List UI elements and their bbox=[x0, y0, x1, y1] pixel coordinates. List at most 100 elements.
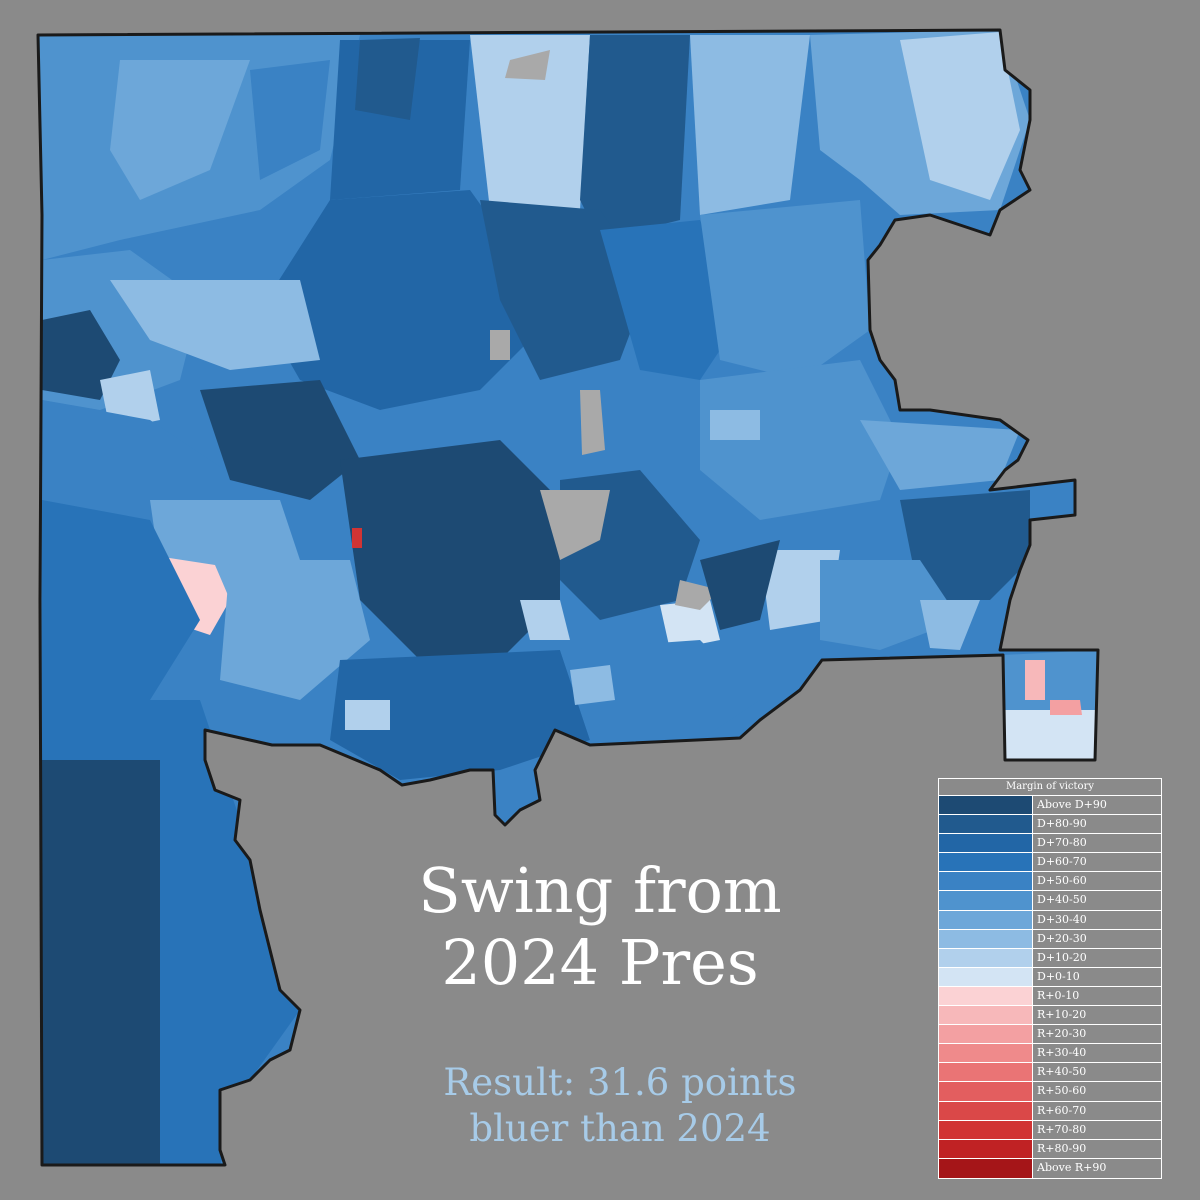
legend-swatch bbox=[939, 1006, 1033, 1025]
legend-swatch bbox=[939, 1120, 1033, 1139]
legend-item: D+30-40 bbox=[939, 910, 1161, 930]
legend-swatch bbox=[939, 1101, 1033, 1120]
legend-swatch bbox=[939, 967, 1033, 986]
precinct bbox=[110, 280, 320, 370]
map-title: Swing from 2024 Pres bbox=[300, 855, 900, 999]
legend-label: R+30-40 bbox=[1037, 1046, 1087, 1060]
legend-item: Above D+90 bbox=[939, 796, 1161, 816]
legend-label: R+10-20 bbox=[1037, 1008, 1087, 1022]
subtitle-line-1: Result: 31.6 points bbox=[443, 1061, 797, 1104]
legend-swatch bbox=[939, 796, 1033, 815]
legend-label: R+20-30 bbox=[1037, 1027, 1087, 1041]
legend-label: R+70-80 bbox=[1037, 1122, 1087, 1136]
precinct bbox=[690, 35, 810, 215]
legend-label: R+60-70 bbox=[1037, 1103, 1087, 1117]
legend-label: R+50-60 bbox=[1037, 1084, 1087, 1098]
legend-swatch bbox=[939, 1044, 1033, 1063]
legend-label: Above D+90 bbox=[1037, 798, 1107, 811]
legend-label: D+60-70 bbox=[1037, 855, 1087, 869]
precinct bbox=[710, 410, 760, 440]
precinct bbox=[900, 490, 1030, 600]
precinct bbox=[900, 32, 1020, 200]
legend-item: D+20-30 bbox=[939, 929, 1161, 949]
legend-swatch bbox=[939, 948, 1033, 967]
legend-label: R+0-10 bbox=[1037, 988, 1080, 1002]
legend-item: R+50-60 bbox=[939, 1082, 1161, 1102]
county-boundary bbox=[36, 28, 1100, 1167]
title-line-2: 2024 Pres bbox=[441, 926, 759, 999]
legend-swatch bbox=[939, 1082, 1033, 1101]
legend-label: D+10-20 bbox=[1037, 950, 1087, 964]
legend-item: D+0-10 bbox=[939, 967, 1161, 987]
precinct bbox=[42, 500, 200, 700]
precinct bbox=[660, 600, 720, 650]
precinct bbox=[340, 440, 560, 660]
precinct bbox=[860, 420, 1020, 490]
precinct bbox=[330, 650, 590, 780]
no-data-area bbox=[505, 50, 550, 80]
precinct bbox=[580, 35, 690, 240]
precinct bbox=[600, 220, 740, 380]
legend-swatch bbox=[939, 815, 1033, 834]
legend-swatch bbox=[939, 1063, 1033, 1082]
result-subtitle: Result: 31.6 points bluer than 2024 bbox=[330, 1060, 910, 1152]
legend-swatch bbox=[939, 929, 1033, 948]
legend-label: D+30-40 bbox=[1037, 912, 1087, 926]
legend-item: D+70-80 bbox=[939, 834, 1161, 854]
legend-item: R+30-40 bbox=[939, 1044, 1161, 1064]
legend-title: Margin of victory bbox=[939, 779, 1161, 796]
legend-item: R+60-70 bbox=[939, 1101, 1161, 1121]
precinct bbox=[520, 600, 570, 640]
precinct bbox=[700, 360, 900, 520]
legend-item: R+70-80 bbox=[939, 1120, 1161, 1140]
precinct-r-lean bbox=[1050, 700, 1082, 715]
legend-label: Above R+90 bbox=[1037, 1160, 1107, 1174]
precinct bbox=[355, 38, 420, 120]
precinct bbox=[1003, 710, 1098, 760]
legend-label: D+70-80 bbox=[1037, 836, 1087, 850]
legend-label: D+50-60 bbox=[1037, 874, 1087, 888]
precinct-r-lean bbox=[1025, 660, 1045, 700]
legend-label: D+80-90 bbox=[1037, 817, 1087, 831]
legend-item: D+50-60 bbox=[939, 872, 1161, 892]
margin-legend: Margin of victory Above D+90 D+80-90 D+70-… bbox=[938, 778, 1162, 1179]
legend-swatch bbox=[939, 853, 1033, 872]
precinct bbox=[200, 380, 360, 500]
legend-swatch bbox=[939, 910, 1033, 929]
legend-label: D+40-50 bbox=[1037, 893, 1087, 907]
precinct bbox=[42, 310, 120, 400]
precinct bbox=[700, 200, 870, 380]
legend-item: D+80-90 bbox=[939, 815, 1161, 835]
legend-swatch bbox=[939, 1139, 1033, 1158]
legend-swatch bbox=[939, 1025, 1033, 1044]
legend-item: R+20-30 bbox=[939, 1025, 1161, 1045]
precinct bbox=[700, 540, 780, 630]
no-data-area bbox=[540, 490, 610, 560]
precinct bbox=[570, 665, 615, 705]
legend-rows: Above D+90 D+80-90 D+70-80 D+60-70 D+50-60 D+… bbox=[939, 796, 1161, 1178]
legend-swatch bbox=[939, 986, 1033, 1006]
precinct bbox=[42, 760, 160, 1165]
legend-swatch bbox=[939, 891, 1033, 910]
legend-label: D+0-10 bbox=[1037, 969, 1080, 983]
precinct bbox=[345, 700, 390, 730]
legend-item: R+40-50 bbox=[939, 1063, 1161, 1083]
no-data-area bbox=[580, 390, 605, 455]
legend-item: D+60-70 bbox=[939, 853, 1161, 873]
legend-label: R+80-90 bbox=[1037, 1141, 1087, 1155]
legend-label: D+20-30 bbox=[1037, 931, 1087, 945]
precinct bbox=[220, 560, 370, 700]
precinct bbox=[200, 700, 330, 760]
legend-item: Above R+90 bbox=[939, 1158, 1161, 1178]
precinct bbox=[110, 60, 250, 200]
title-line-1: Swing from bbox=[418, 854, 782, 927]
precinct-r-strong bbox=[352, 528, 362, 548]
precinct bbox=[470, 35, 590, 210]
legend-item: D+40-50 bbox=[939, 891, 1161, 911]
legend-item: R+80-90 bbox=[939, 1139, 1161, 1159]
subtitle-line-2: bluer than 2024 bbox=[469, 1107, 771, 1150]
legend-swatch bbox=[939, 834, 1033, 853]
precinct bbox=[920, 600, 980, 650]
legend-item: R+10-20 bbox=[939, 1006, 1161, 1026]
